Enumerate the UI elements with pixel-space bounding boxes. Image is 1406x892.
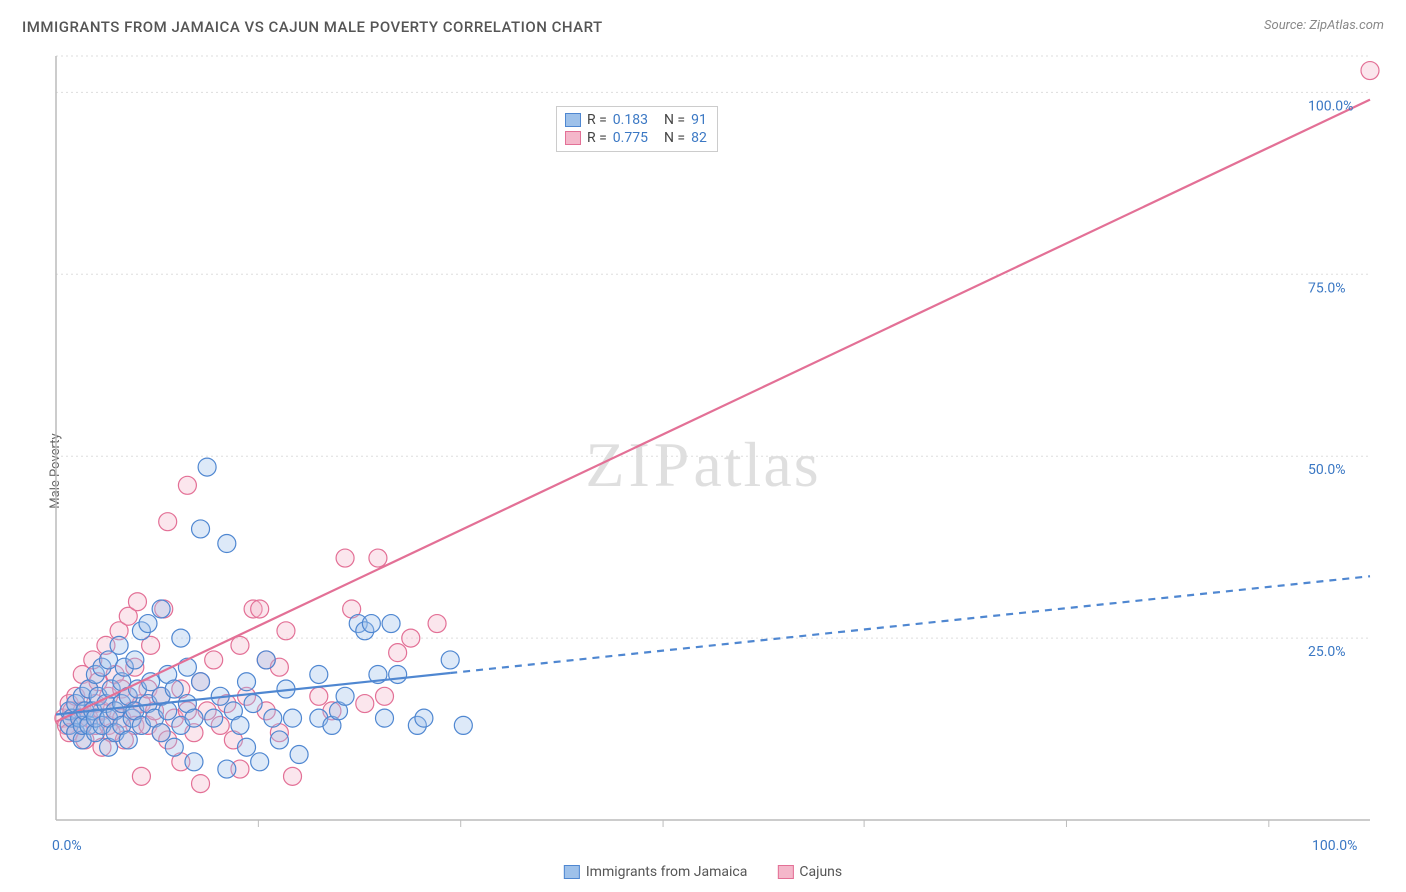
n-value-pink: 82 (691, 130, 707, 146)
legend-item-cajuns: Cajuns (777, 864, 842, 880)
legend-label-jamaica: Immigrants from Jamaica (586, 864, 748, 880)
svg-text:25.0%: 25.0% (1308, 644, 1346, 660)
legend-label-cajuns: Cajuns (799, 864, 842, 880)
svg-text:50.0%: 50.0% (1308, 462, 1346, 478)
stats-row-blue: R = 0.183 N = 91 (565, 111, 707, 129)
svg-text:0.0%: 0.0% (52, 838, 82, 854)
swatch-pink (565, 131, 581, 145)
stats-legend: R = 0.183 N = 91 R = 0.775 N = 82 (556, 106, 718, 152)
swatch-blue (565, 113, 581, 127)
chart-container: Male Poverty ZIPatlas 25.0%50.0%75.0%100… (0, 50, 1406, 892)
bottom-legend: Immigrants from Jamaica Cajuns (564, 864, 842, 880)
r-value-blue: 0.183 (613, 112, 648, 128)
legend-item-jamaica: Immigrants from Jamaica (564, 864, 748, 880)
svg-text:75.0%: 75.0% (1308, 280, 1346, 296)
stats-row-pink: R = 0.775 N = 82 (565, 129, 707, 147)
n-value-blue: 91 (691, 112, 707, 128)
svg-text:100.0%: 100.0% (1312, 838, 1357, 854)
legend-swatch-blue (564, 865, 580, 879)
svg-text:100.0%: 100.0% (1308, 98, 1353, 114)
scatter-plot: 25.0% 50.0% 75.0% 100.0% 0.0% 100.0% (50, 50, 1390, 870)
source-label: Source: ZipAtlas.com (1264, 18, 1384, 33)
r-value-pink: 0.775 (613, 130, 648, 146)
legend-swatch-pink (777, 865, 793, 879)
chart-title: IMMIGRANTS FROM JAMAICA VS CAJUN MALE PO… (22, 18, 603, 36)
